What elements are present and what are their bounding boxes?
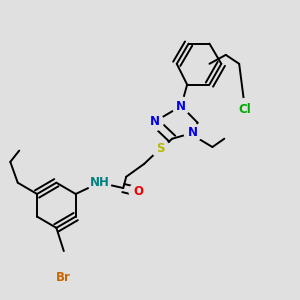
Circle shape	[184, 124, 202, 142]
Text: O: O	[133, 185, 143, 198]
Circle shape	[146, 113, 164, 131]
Circle shape	[88, 171, 111, 194]
Circle shape	[129, 183, 147, 200]
Text: N: N	[188, 126, 198, 139]
Text: NH: NH	[89, 176, 110, 189]
Circle shape	[152, 140, 169, 158]
Text: Br: Br	[56, 271, 71, 284]
Text: Cl: Cl	[239, 103, 251, 116]
Circle shape	[52, 266, 75, 289]
Text: S: S	[156, 142, 165, 155]
Text: N: N	[176, 100, 186, 112]
Circle shape	[234, 99, 256, 121]
Circle shape	[172, 97, 190, 115]
Text: N: N	[149, 115, 160, 128]
